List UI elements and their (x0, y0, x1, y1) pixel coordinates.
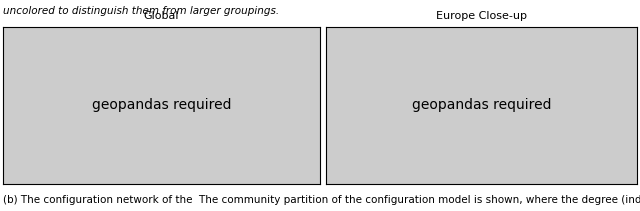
Title: Global: Global (144, 11, 179, 21)
Text: geopandas required: geopandas required (92, 99, 231, 112)
Text: (b) The configuration network of the  The community partition of the configurati: (b) The configuration network of the The… (3, 195, 640, 205)
Text: geopandas required: geopandas required (412, 99, 551, 112)
Title: Europe Close-up: Europe Close-up (436, 11, 527, 21)
Text: uncolored to distinguish them from larger groupings.: uncolored to distinguish them from large… (3, 6, 279, 16)
